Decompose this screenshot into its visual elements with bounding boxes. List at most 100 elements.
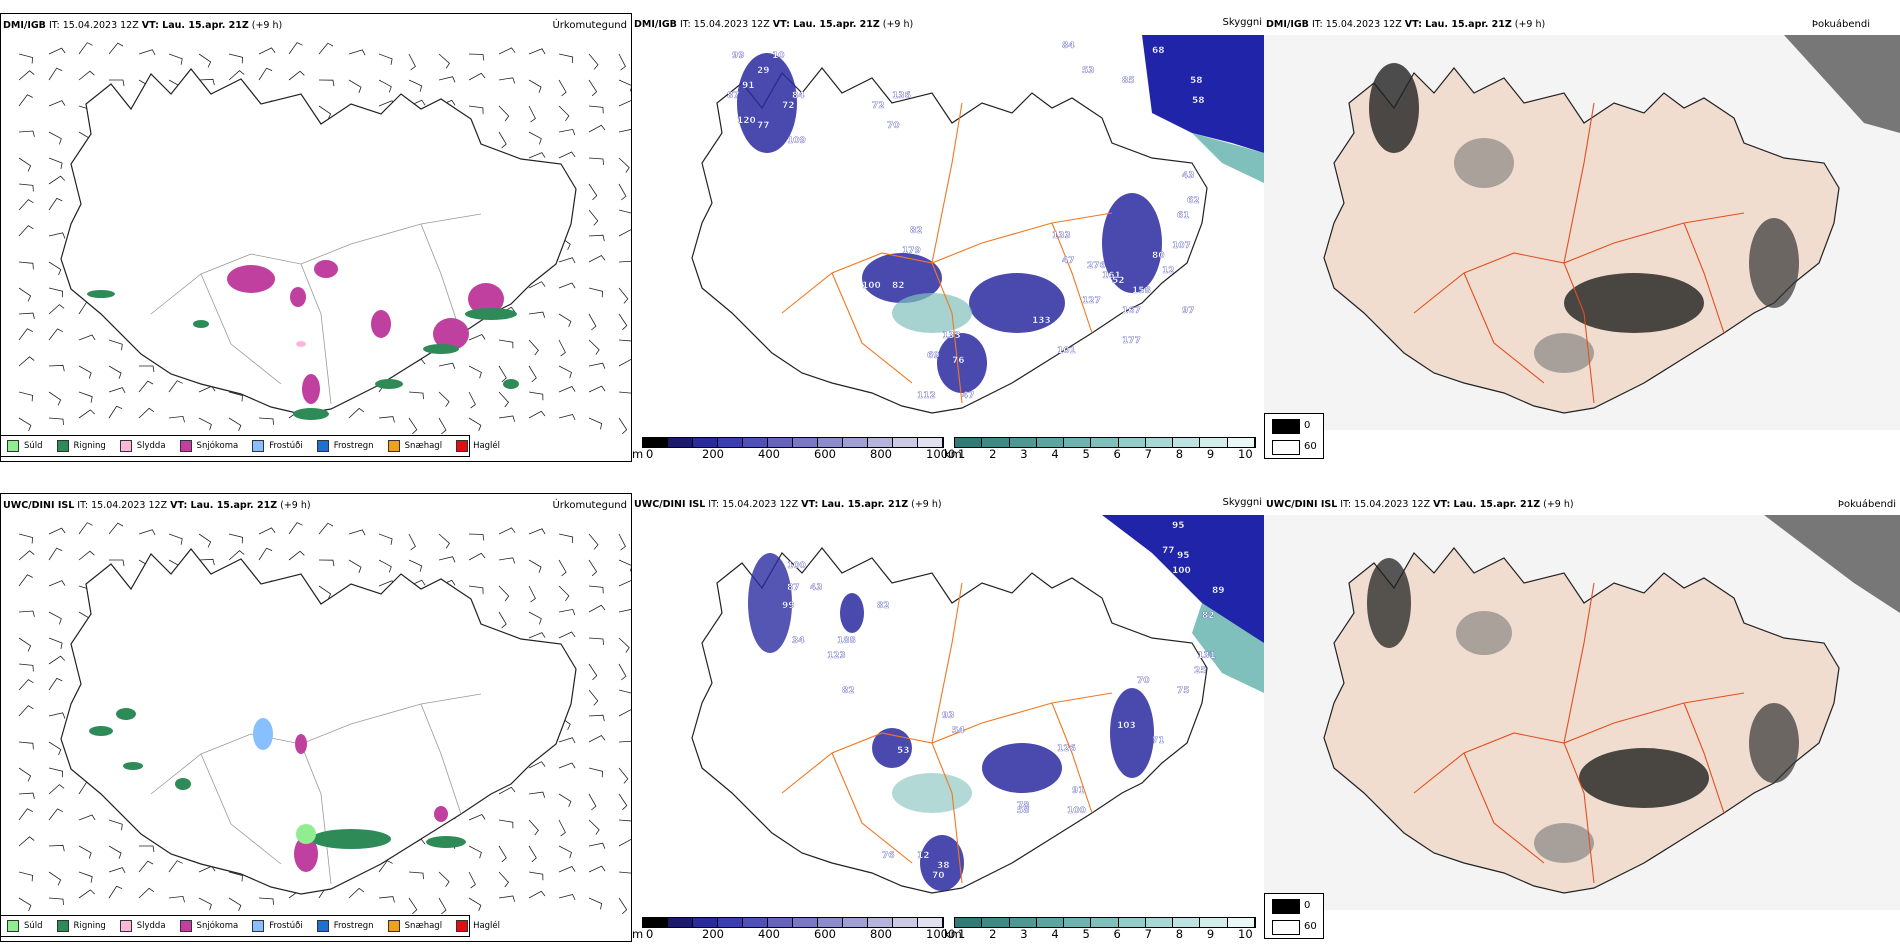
wind-barb (18, 574, 33, 587)
wind-barb (468, 552, 486, 561)
wind-barb (48, 157, 63, 169)
wind-barb (228, 70, 245, 81)
wind-barb (108, 387, 126, 394)
cloud-base-label: 62 (1187, 196, 1200, 206)
wind-barb (588, 124, 606, 133)
cloud-base-label: 179 (902, 246, 921, 256)
wind-barb (48, 637, 63, 649)
fog-legend-low-swatch (1272, 440, 1300, 455)
wind-barb (468, 53, 485, 61)
precip-map-bottom (18, 522, 631, 914)
wind-barb (588, 689, 599, 706)
wind-barb (618, 839, 631, 847)
colorbar-tick: 10 (1238, 927, 1253, 941)
wind-barb (528, 281, 546, 289)
wind-barb (588, 339, 600, 355)
wind-barb (48, 100, 66, 107)
wind-barb (18, 183, 34, 192)
header: UWC/DINI ISL IT: 15.04.2023 12Z VT: Lau.… (634, 499, 942, 510)
wind-barb (528, 585, 536, 603)
wind-barb (558, 533, 574, 543)
wind-barb (588, 287, 604, 298)
cloud-base-label: 97 (1182, 306, 1195, 316)
wind-barb (558, 128, 576, 136)
wind-barb (78, 365, 92, 379)
cloud-base-label: 87 (727, 91, 740, 101)
legend-swatch (7, 920, 19, 932)
legend-label: Súld (24, 441, 43, 451)
wind-barb (168, 533, 183, 545)
wind-barb (18, 663, 34, 672)
wind-barb (588, 254, 606, 263)
wind-barb (588, 313, 597, 331)
colorbar-tick: 2 (989, 447, 997, 461)
wind-barb (618, 580, 631, 587)
wind-barb (168, 53, 183, 65)
wind-barb (618, 129, 631, 133)
wind-barb (558, 793, 572, 808)
precip-panel-bottom: UWC/DINI ISL IT: 15.04.2023 12Z VT: Lau.… (0, 493, 632, 942)
wind-barb (468, 533, 485, 541)
wind-barb (348, 49, 366, 56)
legend-label: Snæhagl (404, 921, 443, 931)
wind-barb (288, 550, 305, 561)
wind-barb (618, 183, 627, 201)
wind-barb (48, 304, 65, 315)
wind-barb (468, 391, 476, 409)
colorbar-tick: 7 (1144, 447, 1152, 461)
cloud-base-label: 82 (877, 601, 890, 611)
road-network (781, 102, 1113, 404)
wind-barb (78, 550, 95, 561)
wind-barb (18, 550, 35, 561)
wind-barb (198, 78, 215, 86)
wind-barb (498, 131, 507, 149)
precip-cells (87, 260, 519, 420)
cloud-cells (737, 53, 1162, 393)
cloud-base-label: 80 (1152, 251, 1165, 261)
cloud-base-label: 126 (1057, 744, 1076, 754)
wind-barb (528, 48, 546, 55)
wind-barb (78, 889, 95, 899)
wind-barb (138, 860, 154, 873)
wind-barb (558, 819, 566, 837)
wind-barb (558, 365, 572, 379)
cloud-base-label: 84 (792, 91, 805, 101)
wind-barb (139, 365, 155, 372)
wind-barb (528, 365, 537, 383)
wind-barb (528, 131, 542, 145)
wind-barb (48, 897, 64, 906)
wind-barb (18, 94, 33, 107)
cloud-base-label: 158 (1132, 286, 1151, 296)
wind-barb (588, 385, 606, 393)
cloud-base-label: 25 (1194, 666, 1207, 676)
wind-barb (528, 391, 544, 401)
wind-barb (78, 70, 95, 81)
road-network (150, 213, 482, 405)
cloud-base-label: 78 (1017, 801, 1030, 811)
wind-barb (408, 417, 418, 434)
wind-barb (258, 417, 274, 425)
wind-barb (618, 793, 628, 811)
cloud-base-label: 109 (787, 136, 806, 146)
cloud-base-label: 100 (862, 281, 881, 291)
wind-barb (228, 417, 242, 432)
wind-barb (48, 232, 66, 239)
wind-barb (318, 522, 334, 535)
wind-barb (588, 604, 606, 613)
wind-barb (618, 559, 631, 572)
wind-barb (618, 637, 630, 653)
wind-barb (138, 887, 155, 899)
fog-legend-high-label: 0 (1304, 900, 1311, 911)
wind-barb (558, 894, 576, 901)
wind-barb (438, 533, 450, 549)
legend-label: Rigning (73, 921, 106, 931)
sea-haze (1764, 515, 1900, 613)
wind-barb (18, 130, 35, 137)
wind-barb (48, 677, 63, 691)
legend-label: Frostúði (269, 921, 303, 931)
wind-barb (528, 339, 539, 356)
legend-item: Súld (7, 920, 43, 932)
